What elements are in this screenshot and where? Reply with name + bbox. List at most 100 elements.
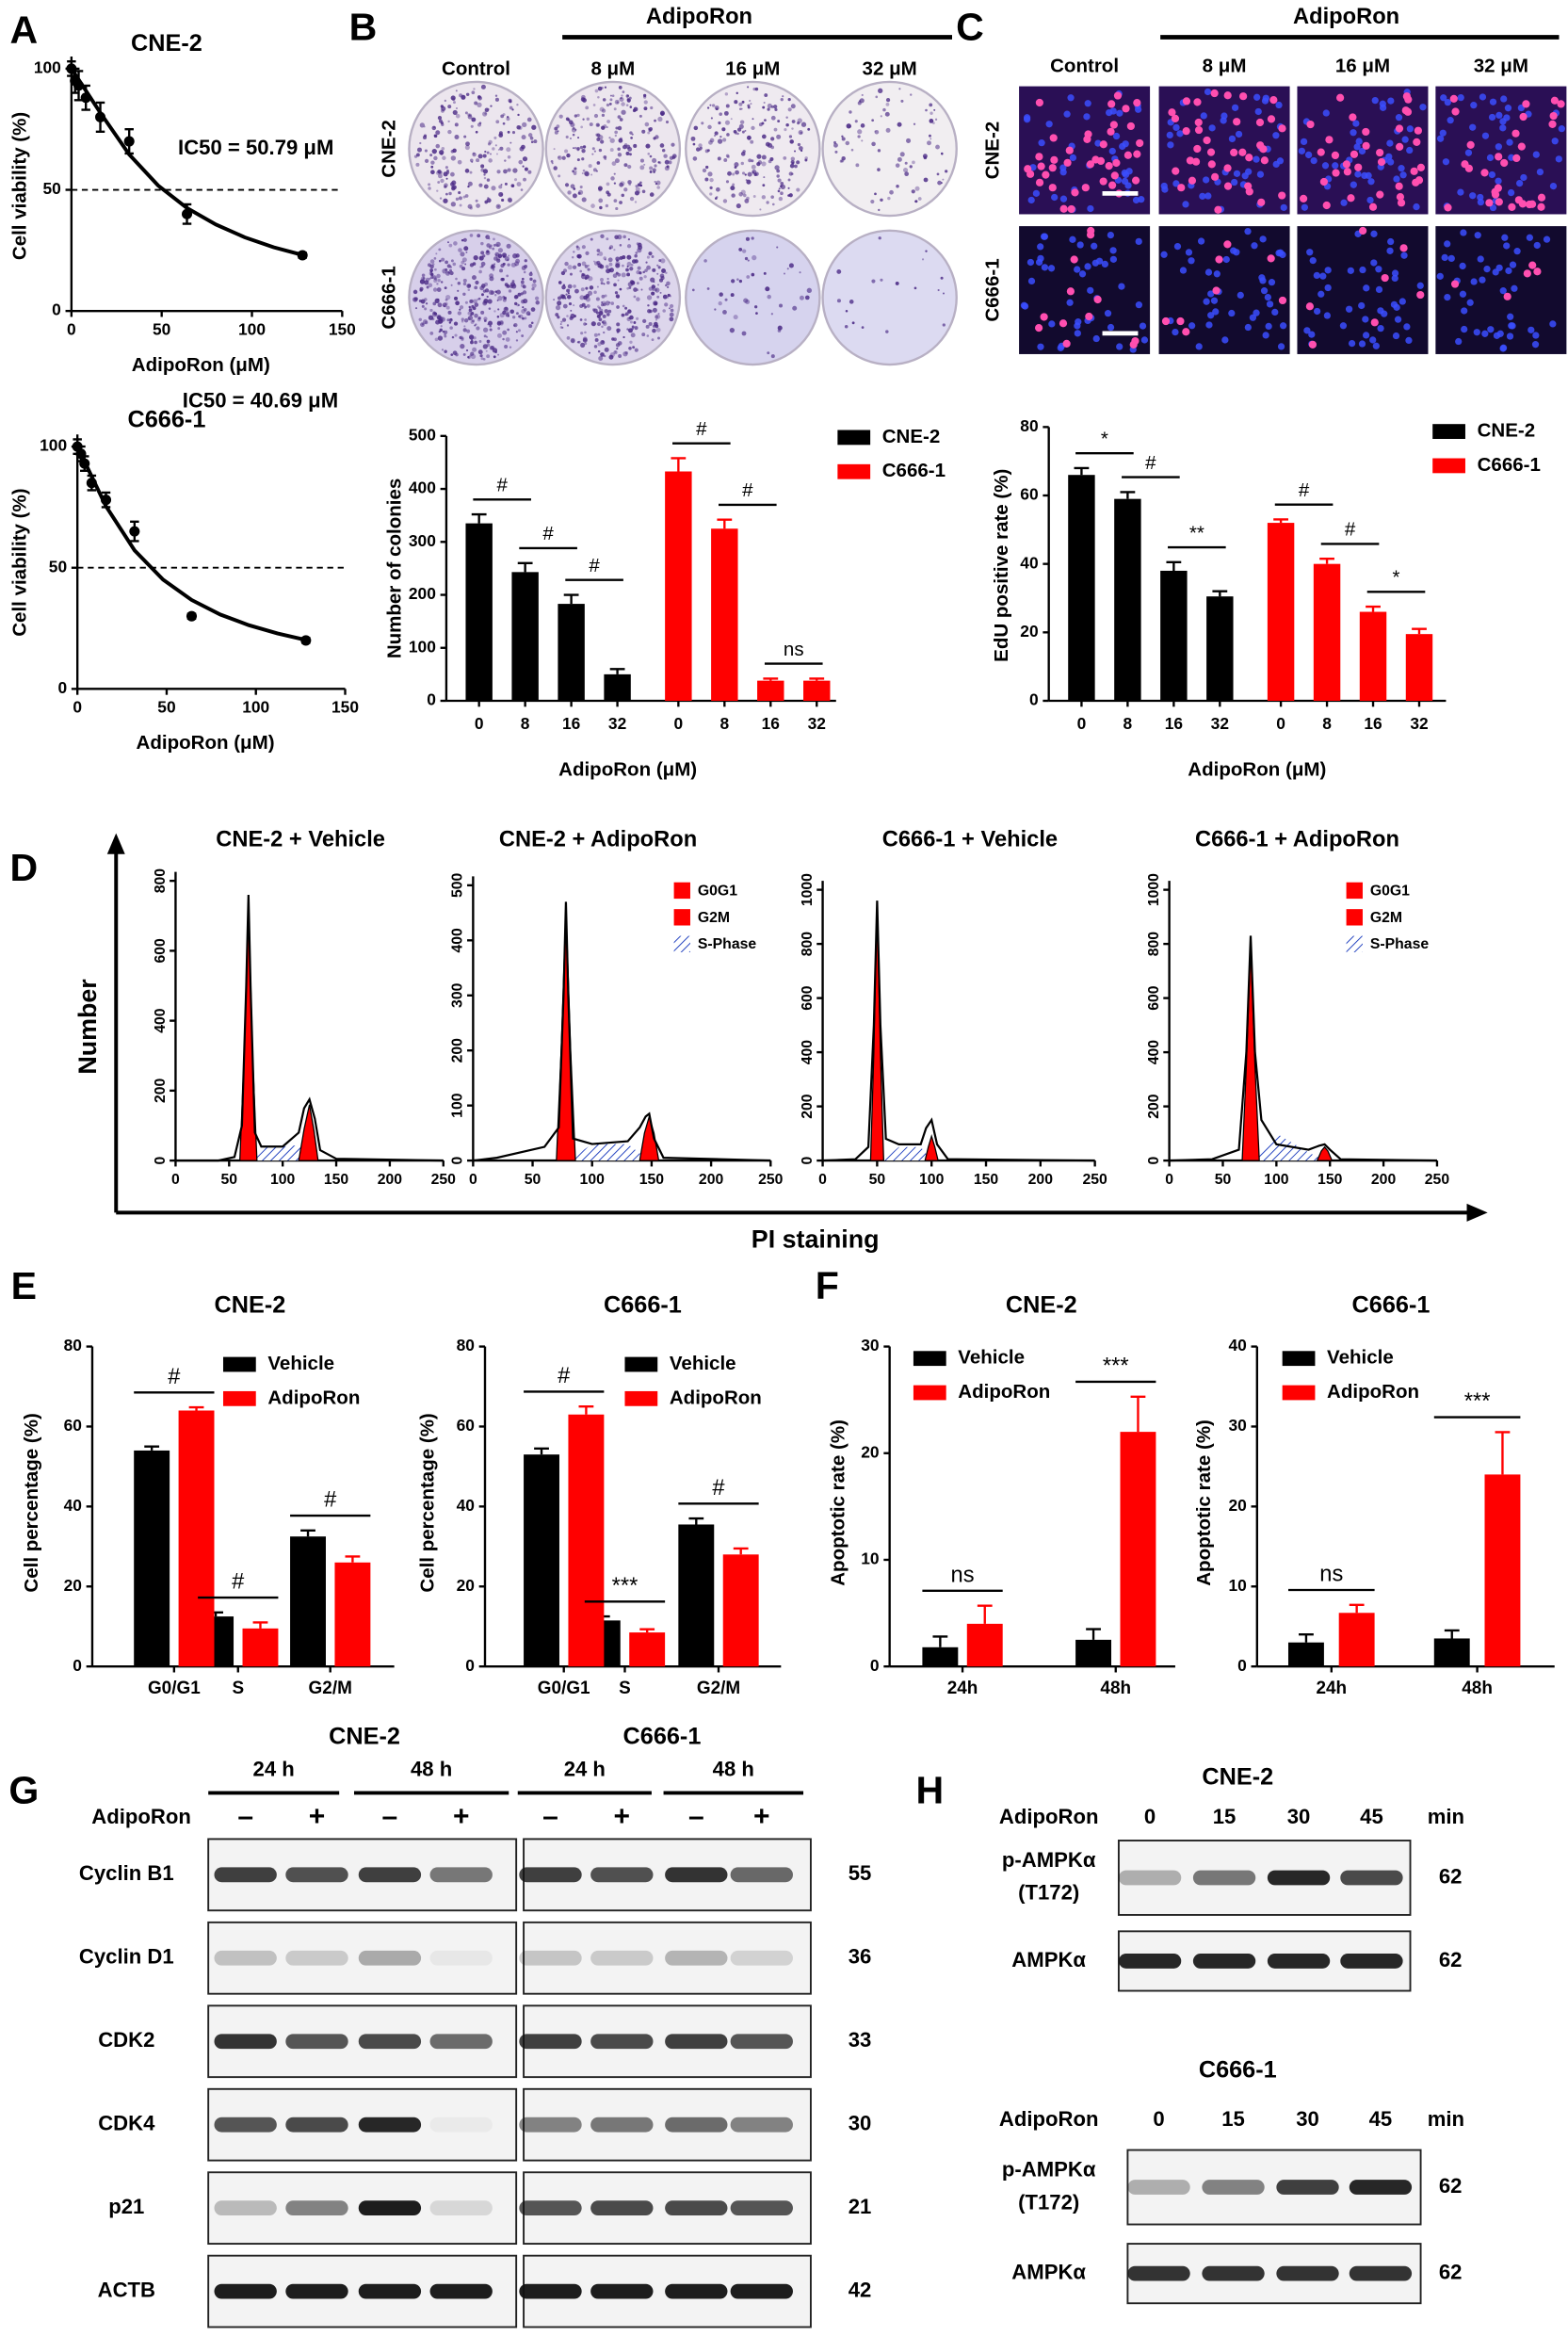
colony [624,351,628,355]
colony [429,154,433,157]
colony [509,309,515,315]
legend-swatch [837,430,871,446]
nucleus [1362,316,1369,323]
colony [568,120,574,125]
colony [580,125,584,129]
nucleus [1213,270,1220,278]
colony [577,263,582,267]
chart-title: CNE-2 [215,1292,286,1319]
colony [459,264,463,268]
error-bar [733,1547,749,1555]
edu-nucleus [1359,226,1367,235]
colony [443,198,448,203]
colony [601,294,606,299]
colony [585,251,590,255]
nucleus [1037,243,1044,251]
colony [473,254,478,261]
colony [513,322,518,328]
colony [597,349,601,353]
legend-label: G0G1 [1370,883,1410,899]
colony [874,192,877,196]
colony [736,278,739,281]
colony [567,284,573,289]
treatment-mark: + [753,1801,770,1832]
colony [462,237,467,242]
colony [574,114,578,118]
nucleus [1549,320,1557,328]
colony [457,311,462,316]
colony [584,331,587,334]
colony [606,120,611,123]
colony [943,292,945,295]
colony [434,268,437,271]
colony [719,112,723,116]
fit-curve [70,67,303,257]
colony [511,316,516,319]
colony [642,318,647,324]
culture-plate [821,229,958,366]
colony [527,133,533,138]
colony [472,152,477,157]
bar [1075,1639,1112,1667]
colony [495,255,501,261]
colony [849,110,852,114]
nucleus [1262,332,1269,339]
colony [567,265,573,270]
nucleus [1266,300,1274,308]
colony [557,130,559,133]
nucleus [1501,234,1509,241]
significance-label: # [1145,452,1156,474]
nucleus [1503,114,1511,122]
colony [493,243,496,247]
colony [796,160,800,165]
colony [719,135,722,138]
colony [610,176,615,181]
colony [524,167,528,171]
colony [432,301,437,306]
colony [580,97,586,102]
colony [558,281,562,284]
nucleus [1393,175,1400,183]
colony [751,164,756,170]
legend-swatch [1346,882,1363,900]
colony [474,340,477,345]
colony [652,268,656,272]
band [214,2283,277,2299]
edu-nucleus [1503,292,1511,300]
nucleus [1041,264,1049,271]
nucleus [1301,203,1308,211]
colony [752,170,755,174]
colony [792,305,798,311]
nucleus [1507,188,1515,197]
colony [741,100,745,104]
colony [596,137,601,142]
colony [445,260,448,265]
nucleus [1350,129,1357,137]
colony [730,293,735,298]
significance-label: # [712,1476,725,1501]
colony [664,159,670,165]
colony [665,271,668,274]
colony [649,170,653,173]
colony [474,101,478,105]
x-tick-label: 100 [242,697,269,716]
colony [475,199,478,203]
colony [551,162,554,165]
band [429,2283,493,2299]
edu-nucleus [1182,328,1190,336]
colony [914,186,920,191]
colony [657,284,660,286]
colony [780,181,784,186]
treatment-mark: – [688,1801,704,1832]
band [730,2283,793,2299]
colony [603,154,607,159]
edu-nucleus [1238,148,1247,156]
colony [555,313,559,317]
chart-title: C666-1 [128,407,206,433]
bar [1405,634,1433,701]
nucleus [1332,162,1339,170]
significance-label: # [168,1365,181,1389]
colony [627,282,633,287]
x-tick-label: 150 [974,1172,999,1188]
